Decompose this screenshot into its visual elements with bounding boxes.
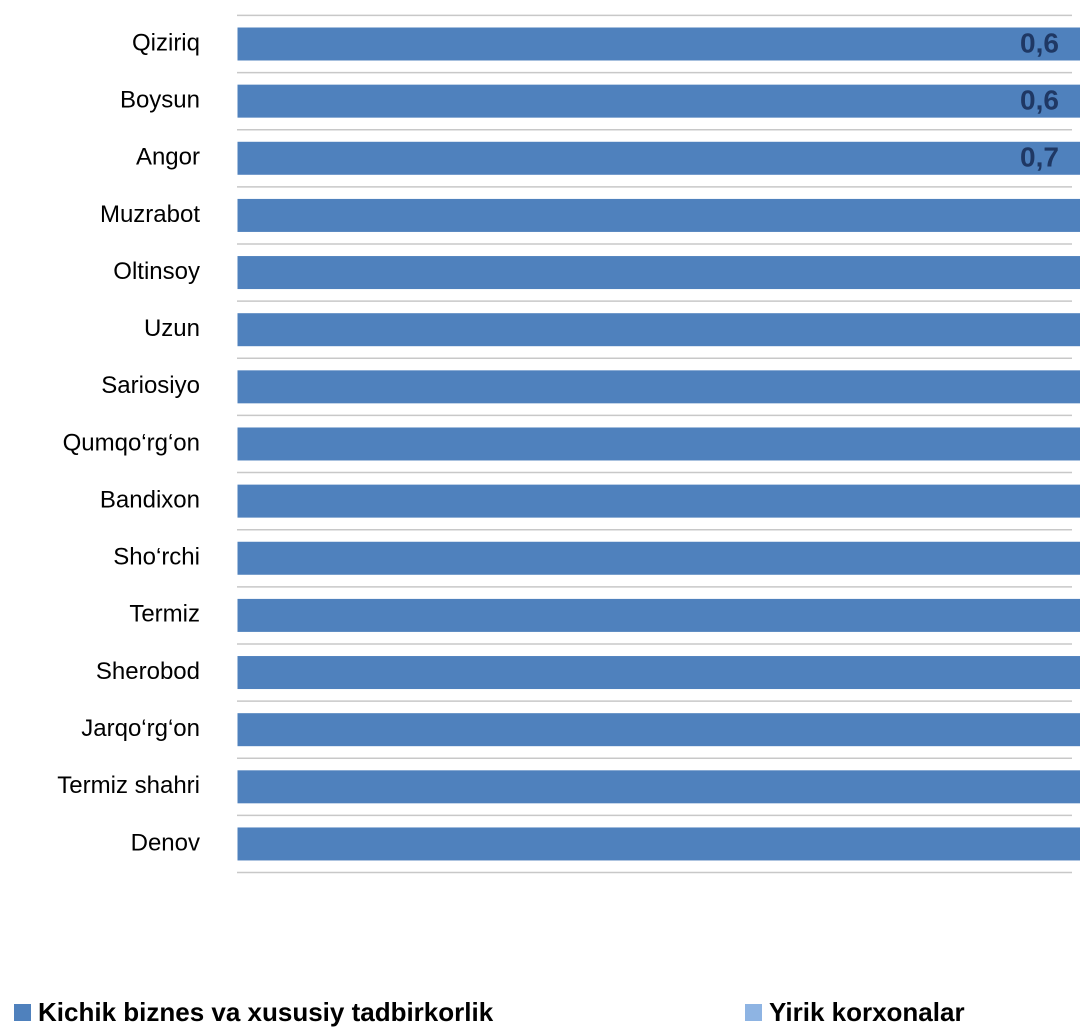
- legend-label: Kichik biznes va xususiy tadbirkorlik: [38, 997, 494, 1027]
- category-label: Qiziriq: [132, 29, 200, 56]
- bar-segment: [236, 483, 1080, 519]
- bar-segment: [236, 197, 1080, 233]
- category-label: Muzrabot: [100, 201, 200, 228]
- bar-segment: [236, 369, 1080, 405]
- category-label: Sho‘rchi: [113, 544, 200, 571]
- bar-segment: [236, 312, 1080, 348]
- bar-segment: [236, 769, 1080, 805]
- category-label: Denov: [131, 829, 200, 856]
- category-label: Jarqo‘rg‘on: [81, 715, 200, 742]
- category-label: Sherobod: [96, 658, 200, 685]
- category-label: Qumqo‘rg‘on: [63, 429, 200, 456]
- bar-segment: [236, 540, 1080, 576]
- category-label: Termiz shahri: [57, 772, 200, 799]
- value-label: 0,7: [1020, 142, 1059, 173]
- bar-segment: [236, 655, 1080, 691]
- value-label: 0,6: [1020, 85, 1059, 116]
- bar-segment: [236, 597, 1080, 633]
- bar-segment: [236, 83, 1080, 119]
- legend-swatch: [14, 1004, 31, 1021]
- bar-segment: [236, 255, 1080, 291]
- legend-swatch: [745, 1004, 762, 1021]
- category-label: Oltinsoy: [113, 258, 200, 285]
- bar-segment: [236, 140, 1080, 176]
- category-label: Boysun: [120, 86, 200, 113]
- bar-segment: [236, 712, 1080, 748]
- value-label: 0,6: [1020, 27, 1059, 58]
- category-label: Angor: [136, 144, 200, 171]
- category-label: Termiz: [129, 601, 200, 628]
- bar-segment: [236, 26, 1080, 62]
- bar-segment: [236, 826, 1080, 862]
- bar-segment: [236, 426, 1080, 462]
- category-label: Bandixon: [100, 486, 200, 513]
- category-label: Sariosiyo: [101, 372, 200, 399]
- category-label: Uzun: [144, 315, 200, 342]
- legend-label: Yirik korxonalar: [769, 997, 965, 1027]
